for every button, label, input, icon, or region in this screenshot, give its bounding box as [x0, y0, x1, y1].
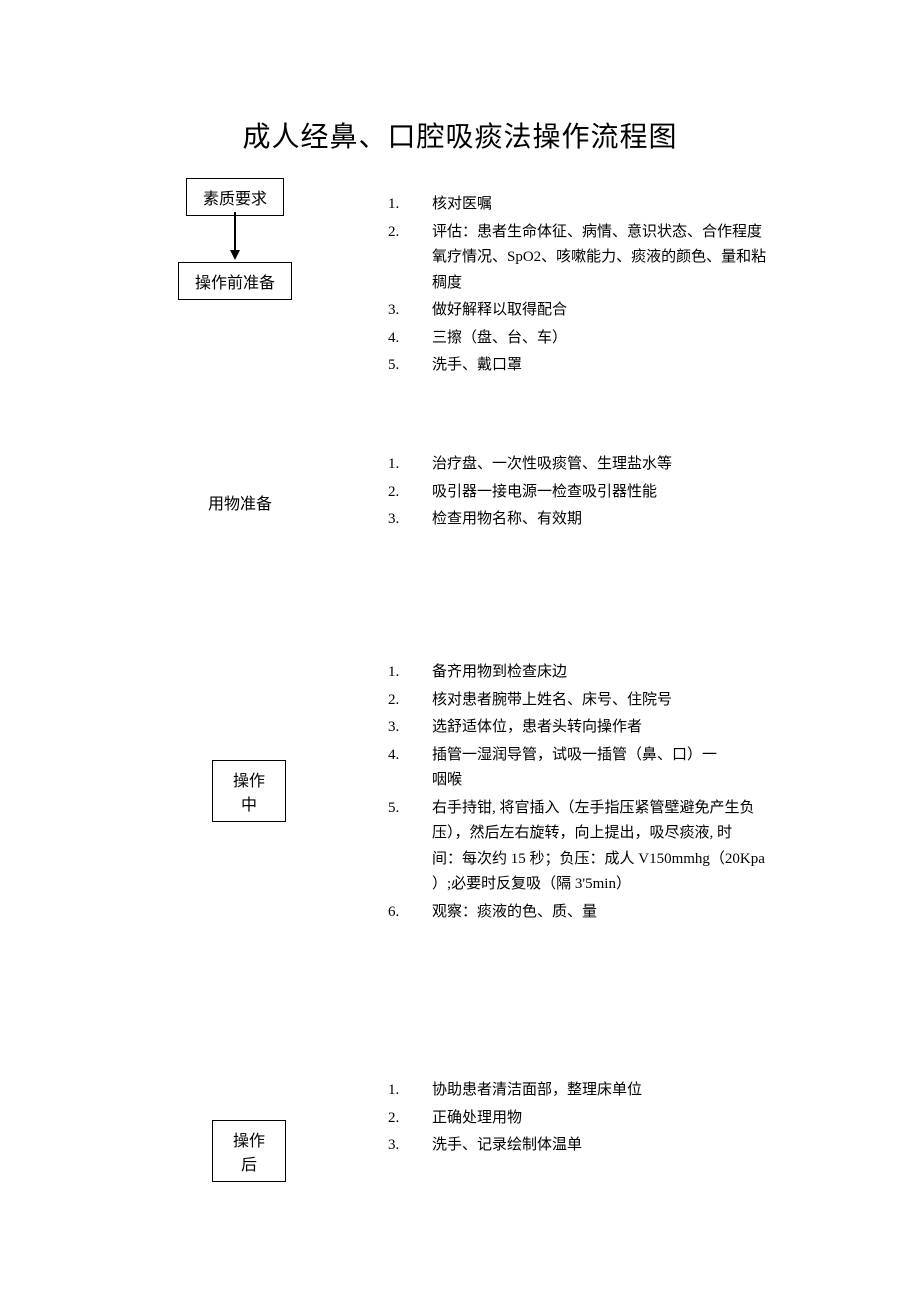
- section-after: 1. 协助患者清洁面部，整理床单位 2. 正确处理用物 3. 洗手、记录绘制体温…: [388, 1078, 868, 1161]
- list-text: 观察：痰液的色、质、量: [414, 900, 868, 926]
- list-item: 1. 治疗盘、一次性吸痰管、生理盐水等: [388, 452, 868, 478]
- list-item: 3. 检查用物名称、有效期: [388, 507, 868, 533]
- list-text: 插管一湿润导管，试吸一插管（鼻、口）一 咽喉: [414, 743, 868, 794]
- flow-node-label: 素质要求: [203, 191, 267, 208]
- list-item: 3. 洗手、记录绘制体温单: [388, 1133, 868, 1159]
- list-text: 吸引器一接电源一检查吸引器性能: [414, 480, 868, 506]
- list-num: 3.: [388, 298, 414, 324]
- list-num: 3.: [388, 1133, 414, 1159]
- list-num: 2.: [388, 688, 414, 714]
- list-text: 核对医嘱: [414, 192, 868, 218]
- list-item: 1. 备齐用物到检查床边: [388, 660, 868, 686]
- list-text: 协助患者清洁面部，整理床单位: [414, 1078, 868, 1104]
- list-text: 洗手、记录绘制体温单: [414, 1133, 868, 1159]
- list-item: 1. 协助患者清洁面部，整理床单位: [388, 1078, 868, 1104]
- flow-node-label: 操作后: [233, 1133, 265, 1174]
- list-text: 三擦（盘、台、车）: [414, 326, 868, 352]
- list-item: 6. 观察：痰液的色、质、量: [388, 900, 868, 926]
- flow-node-quality: 素质要求: [186, 178, 284, 216]
- list-item: 2. 评估：患者生命体征、病情、意识状态、合作程度 氧疗情况、SpO2、咳嗽能力…: [388, 220, 868, 297]
- section-supplies: 1. 治疗盘、一次性吸痰管、生理盐水等 2. 吸引器一接电源一检查吸引器性能 3…: [388, 452, 868, 535]
- list-item: 2. 正确处理用物: [388, 1106, 868, 1132]
- list-text: 评估：患者生命体征、病情、意识状态、合作程度 氧疗情况、SpO2、咳嗽能力、痰液…: [414, 220, 868, 297]
- list-num: 2.: [388, 1106, 414, 1132]
- list-num: 1.: [388, 192, 414, 218]
- list-item: 2. 核对患者腕带上姓名、床号、住院号: [388, 688, 868, 714]
- list-text: 核对患者腕带上姓名、床号、住院号: [414, 688, 868, 714]
- list-text: 正确处理用物: [414, 1106, 868, 1132]
- list-text: 治疗盘、一次性吸痰管、生理盐水等: [414, 452, 868, 478]
- flow-node-label: 操作中: [233, 773, 265, 814]
- list-num: 3.: [388, 715, 414, 741]
- list-item: 2. 吸引器一接电源一检查吸引器性能: [388, 480, 868, 506]
- list-num: 5.: [388, 353, 414, 379]
- list-num: 3.: [388, 507, 414, 533]
- list-text: 选舒适体位，患者头转向操作者: [414, 715, 868, 741]
- section-during: 1. 备齐用物到检查床边 2. 核对患者腕带上姓名、床号、住院号 3. 选舒适体…: [388, 660, 868, 927]
- list-num: 4.: [388, 743, 414, 769]
- list-text: 检查用物名称、有效期: [414, 507, 868, 533]
- flow-node-label: 用物准备: [208, 496, 272, 513]
- list-num: 4.: [388, 326, 414, 352]
- list-item: 3. 做好解释以取得配合: [388, 298, 868, 324]
- section-prep: 1. 核对医嘱 2. 评估：患者生命体征、病情、意识状态、合作程度 氧疗情况、S…: [388, 192, 868, 381]
- flow-arrow: [230, 212, 240, 260]
- list-item: 3. 选舒适体位，患者头转向操作者: [388, 715, 868, 741]
- list-text: 备齐用物到检查床边: [414, 660, 868, 686]
- list-num: 2.: [388, 220, 414, 246]
- flow-node-preop: 操作前准备: [178, 262, 292, 300]
- list-num: 1.: [388, 452, 414, 478]
- list-item: 1. 核对医嘱: [388, 192, 868, 218]
- list-num: 2.: [388, 480, 414, 506]
- list-num: 6.: [388, 900, 414, 926]
- list-num: 1.: [388, 1078, 414, 1104]
- list-item: 5. 洗手、戴口罩: [388, 353, 868, 379]
- list-num: 1.: [388, 660, 414, 686]
- list-item: 5. 右手持钳, 将官插入（左手指压紧管壁避免产生负 压），然后左右旋转，向上提…: [388, 796, 868, 898]
- list-item: 4. 三擦（盘、台、车）: [388, 326, 868, 352]
- list-text: 做好解释以取得配合: [414, 298, 868, 324]
- page-title: 成人经鼻、口腔吸痰法操作流程图: [0, 115, 920, 155]
- flow-node-after: 操作后: [212, 1120, 286, 1182]
- flow-node-during: 操作中: [212, 760, 286, 822]
- list-item: 4. 插管一湿润导管，试吸一插管（鼻、口）一 咽喉: [388, 743, 868, 794]
- flow-node-label: 操作前准备: [195, 275, 275, 292]
- list-num: 5.: [388, 796, 414, 822]
- list-text: 右手持钳, 将官插入（左手指压紧管壁避免产生负 压），然后左右旋转，向上提出，吸…: [414, 796, 868, 898]
- flow-node-supplies: 用物准备: [200, 490, 280, 514]
- list-text: 洗手、戴口罩: [414, 353, 868, 379]
